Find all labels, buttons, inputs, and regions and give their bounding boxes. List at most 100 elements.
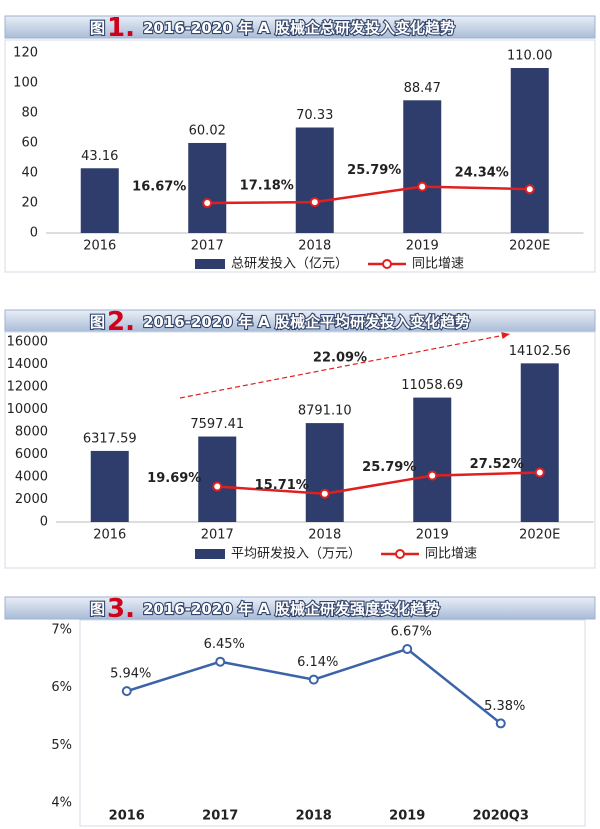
x-tick-label: 2020E (519, 528, 560, 543)
x-tick-label: 2016 (109, 809, 145, 824)
data-label: 25.79% (362, 460, 416, 475)
x-tick-label: 2018 (298, 239, 331, 254)
legend-label: 同比增速 (412, 257, 464, 272)
bar (510, 68, 549, 233)
point (215, 656, 226, 667)
data-label: 6317.59 (83, 431, 137, 446)
y-tick-label: 100 (13, 76, 38, 91)
panel-border (79, 619, 586, 827)
y-tick-label: 5% (51, 738, 72, 753)
data-label: 6.14% (297, 655, 338, 670)
y-tick-label: 16000 (7, 335, 48, 350)
y-tick-label: 2000 (15, 492, 48, 507)
y-tick-label: 6000 (15, 447, 48, 462)
point (202, 197, 213, 208)
y-tick-label: 12000 (7, 380, 48, 395)
point (427, 470, 438, 481)
data-label: 8791.10 (298, 404, 352, 419)
data-label: 110.00 (507, 49, 553, 64)
data-label: 17.18% (240, 179, 294, 194)
bar (403, 100, 442, 233)
annotation: 22.09% (313, 351, 367, 366)
y-tick-label: 14000 (7, 357, 48, 372)
point (417, 181, 428, 192)
data-label: 11058.69 (401, 378, 463, 393)
point (402, 644, 413, 655)
y-tick-label: 0 (30, 226, 38, 241)
point (121, 686, 132, 697)
y-tick-label: 6% (51, 680, 72, 695)
data-label: 5.94% (110, 667, 151, 682)
legend-swatch (395, 549, 406, 559)
chart-title: 图3. 2016-2020 年 A 股械企研发强度变化趋势 (90, 594, 440, 624)
y-tick-label: 4% (51, 796, 72, 811)
y-tick-label: 20 (21, 196, 38, 211)
x-tick-label: 2017 (201, 528, 234, 543)
figure-label: 图 (90, 313, 105, 331)
x-tick-label: 2019 (389, 809, 425, 824)
x-tick-label: 2019 (416, 528, 449, 543)
point (212, 481, 223, 492)
y-tick-label: 40 (21, 166, 38, 181)
x-tick-label: 2019 (406, 239, 439, 254)
x-tick-label: 2017 (191, 239, 224, 254)
data-label: 24.34% (455, 166, 509, 181)
data-label: 14102.56 (509, 344, 571, 359)
panel-border (4, 331, 596, 569)
legend-label: 同比增速 (425, 547, 477, 562)
legend-label: 平均研发投入（万元） (231, 546, 361, 562)
figure-label: 图 (90, 600, 105, 618)
figure-number: 3. (107, 594, 135, 624)
chart: 图2. 2016-2020 年 A 股械企平均研发投入变化趋势 0 2000 4000 6… (4, 307, 596, 569)
y-tick-label: 120 (13, 46, 38, 61)
bar (295, 127, 334, 233)
legend-swatch (382, 259, 393, 269)
annotation-arrow (179, 333, 511, 399)
figure-label: 图 (90, 19, 105, 37)
data-label: 25.79% (347, 163, 401, 178)
data-label: 7597.41 (190, 417, 244, 432)
chart: 图3. 2016-2020 年 A 股械企研发强度变化趋势 4% 5% 6% 7% 2016… (4, 594, 596, 827)
panel-border (4, 39, 596, 273)
x-tick-label: 2018 (308, 528, 341, 543)
point (308, 674, 319, 685)
data-label: 88.47 (404, 81, 441, 96)
point (309, 197, 320, 208)
bar (90, 450, 129, 522)
data-label: 16.67% (132, 179, 186, 194)
point (524, 184, 535, 195)
title-bar (4, 596, 596, 620)
y-tick-label: 10000 (7, 402, 48, 417)
y-tick-label: 7% (51, 623, 72, 638)
bar (520, 363, 559, 522)
bar (80, 168, 119, 233)
title-text: 2016-2020 年 A 股械企总研发投入变化趋势 (143, 19, 455, 37)
title-text: 2016-2020 年 A 股械企研发强度变化趋势 (143, 600, 440, 618)
x-tick-label: 2018 (296, 809, 332, 824)
chart-title: 图1. 2016-2020 年 A 股械企总研发投入变化趋势 (90, 13, 455, 43)
data-label: 15.71% (255, 478, 309, 493)
x-tick-label: 2020Q3 (473, 809, 529, 824)
y-tick-label: 80 (21, 106, 38, 121)
x-tick-label: 2017 (202, 809, 238, 824)
data-label: 19.69% (147, 471, 201, 486)
y-tick-label: 4000 (15, 470, 48, 485)
y-tick-label: 0 (40, 515, 48, 530)
x-tick-label: 2016 (93, 528, 126, 543)
y-tick-label: 60 (21, 136, 38, 151)
line (207, 185, 530, 205)
point (534, 467, 545, 478)
line (217, 471, 540, 495)
y-tick-label: 8000 (15, 425, 48, 440)
data-label: 43.16 (81, 149, 118, 164)
data-label: 6.67% (391, 625, 432, 640)
bar (198, 436, 237, 522)
data-label: 70.33 (296, 108, 333, 123)
title-bar (4, 15, 596, 39)
title-text: 2016-2020 年 A 股械企平均研发投入变化趋势 (143, 313, 470, 331)
legend-label: 总研发投入（亿元） (231, 256, 348, 272)
x-tick-label: 2016 (83, 239, 116, 254)
bar (413, 397, 452, 522)
data-label: 5.38% (484, 699, 525, 714)
